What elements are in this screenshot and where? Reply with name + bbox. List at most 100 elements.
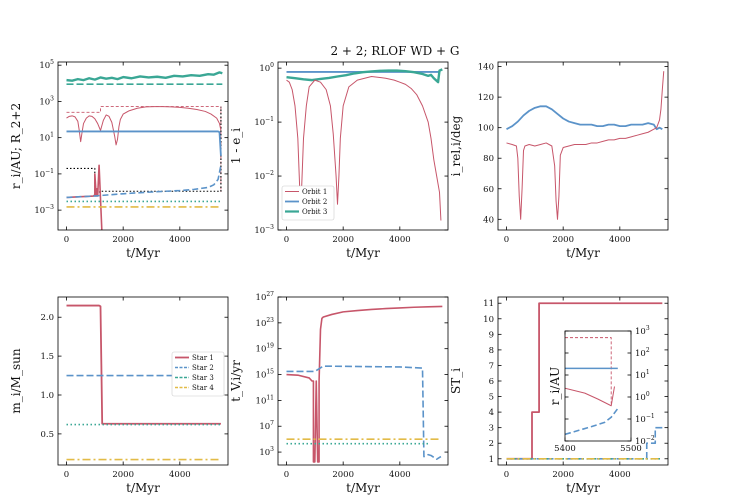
- y-tick-label: 100: [635, 391, 650, 403]
- x-tick-label: 2000: [112, 470, 134, 480]
- x-tick-label: 2000: [332, 235, 354, 245]
- series-line-1: [565, 337, 612, 404]
- x-axis-label: t/Myr: [566, 246, 600, 260]
- y-axis-label: i_rel,i/deg: [449, 115, 463, 176]
- y-tick-label: 60: [483, 185, 494, 195]
- series-line-1: [286, 305, 443, 463]
- y-tick-label: 1: [489, 455, 494, 465]
- series-line-2: [286, 68, 443, 84]
- x-tick-label: 2000: [112, 235, 134, 245]
- series-line-8: [66, 165, 222, 199]
- y-tick-label: 101: [39, 132, 54, 144]
- series-line-3: [565, 386, 615, 407]
- axes-frame: [497, 61, 669, 231]
- y-tick-label: 8: [489, 346, 494, 356]
- x-axis-label: t/Myr: [346, 246, 380, 260]
- y-tick-label: 100: [259, 62, 274, 74]
- x-tick-label: 2000: [552, 235, 574, 245]
- y-tick-label: 1.0: [40, 391, 54, 401]
- y-tick-label: 105: [39, 59, 54, 71]
- y-axis-label: m_i/M_sun: [9, 348, 23, 413]
- panel-p3: 0 2000 4000 40 60 80 100 120 140 t/Myr i_rel,i/deg: [449, 61, 669, 260]
- y-tick-label: 1023: [256, 317, 275, 329]
- x-tick-label: 0: [284, 470, 289, 480]
- legend-entry-2: Orbit 2: [302, 198, 327, 206]
- panel-p4: 0 2000 4000 0.5 1.0 1.5 2.0 t/Myr m_i/M_sun Star …: [9, 296, 229, 495]
- y-tick-label: 1019: [256, 343, 275, 355]
- x-axis-label: t/Myr: [566, 481, 600, 495]
- y-tick-label: 1027: [256, 291, 275, 303]
- x-tick-label: 0: [64, 470, 69, 480]
- legend-entry-4: Star 4: [192, 384, 214, 392]
- y-tick-label: 3: [489, 424, 494, 434]
- y-tick-label: 10−3: [254, 224, 274, 236]
- x-tick-label: 0: [64, 235, 69, 245]
- x-tick-label: 4000: [169, 235, 191, 245]
- legend-entry-1: Orbit 1: [302, 188, 327, 196]
- y-tick-label: 140: [478, 63, 494, 73]
- x-tick-label: 2000: [332, 470, 354, 480]
- y-tick-label: 120: [478, 93, 494, 103]
- panel-p6: 0 2000 4000 1 2 3 4 5 6 7 8 9 10 11 t/Myr ST_i: [449, 296, 669, 495]
- y-axis-label: t_V,i/yr: [229, 360, 243, 402]
- y-tick-label: 11: [483, 299, 494, 309]
- panel-p2: 0 2000 4000 10−3 10−2 10−1 100 t/Myr 1 - e_i Orbi…: [229, 61, 449, 260]
- legend-entry-1: Star 1: [192, 354, 214, 362]
- axes-frame: [277, 296, 449, 466]
- legend-entry-3: Star 3: [192, 374, 214, 382]
- y-tick-label: 4: [489, 408, 494, 418]
- series-group: [506, 71, 665, 220]
- series-line-7: [66, 164, 103, 230]
- y-axis-label: r_i/AU; R_2+2: [9, 103, 23, 189]
- y-tick-label: 10−1: [34, 168, 54, 180]
- x-tick-label: 0: [284, 235, 289, 245]
- series-line-2: [506, 71, 665, 220]
- x-tick-label: 5400: [554, 444, 576, 454]
- y-tick-label: 2.0: [40, 313, 54, 323]
- legend-entry-3: Orbit 3: [302, 208, 327, 216]
- y-tick-label: 103: [259, 446, 274, 458]
- legend-entry-2: Star 2: [192, 364, 214, 372]
- series-line-1: [506, 105, 663, 131]
- x-tick-label: 5500: [620, 444, 642, 454]
- figure-title: 2 + 2; RLOF WD + G: [330, 44, 459, 58]
- y-tick-label: 107: [259, 420, 274, 432]
- series-line-6: [66, 130, 222, 156]
- x-tick-label: 4000: [609, 470, 631, 480]
- axes-frame: [277, 61, 449, 231]
- y-tick-label: 103: [39, 95, 54, 107]
- series-group: [506, 302, 663, 460]
- series-group: [66, 304, 221, 461]
- y-tick-label: 100: [478, 124, 494, 134]
- series-line-4: [66, 106, 222, 193]
- y-axis-label: ST_i: [449, 368, 463, 394]
- axes-frame: [57, 296, 229, 466]
- legend-box: [171, 351, 225, 397]
- axes-frame: [57, 61, 229, 231]
- series-line-2: [286, 365, 442, 460]
- y-tick-label: 1015: [256, 369, 275, 381]
- x-axis-label: t/Myr: [126, 246, 160, 260]
- y-tick-label: 5: [489, 393, 494, 403]
- y-tick-label: 6: [489, 377, 494, 387]
- panel-p5: 0 2000 4000 103 107 1011 1015 1019 1023 1027 t/Myr…: [229, 291, 449, 495]
- y-tick-label: 7: [489, 361, 494, 371]
- series-group: [286, 305, 443, 463]
- legend: Star 1 Star 2 Star 3 Star 4: [171, 351, 225, 397]
- x-axis-label: t/Myr: [346, 481, 380, 495]
- x-tick-label: 0: [504, 235, 509, 245]
- y-tick-label: 0.5: [40, 430, 54, 440]
- y-tick-label: 101: [635, 369, 650, 381]
- series-line-5: [66, 106, 222, 146]
- y-tick-label: 2: [489, 439, 494, 449]
- y-tick-label: 40: [483, 215, 494, 225]
- x-tick-label: 2000: [552, 470, 574, 480]
- x-tick-label: 0: [504, 470, 509, 480]
- y-axis-label: r_i/AU: [548, 367, 562, 405]
- y-tick-label: 10: [483, 315, 494, 325]
- series-line-3: [66, 106, 222, 193]
- y-tick-label: 1.5: [40, 352, 54, 362]
